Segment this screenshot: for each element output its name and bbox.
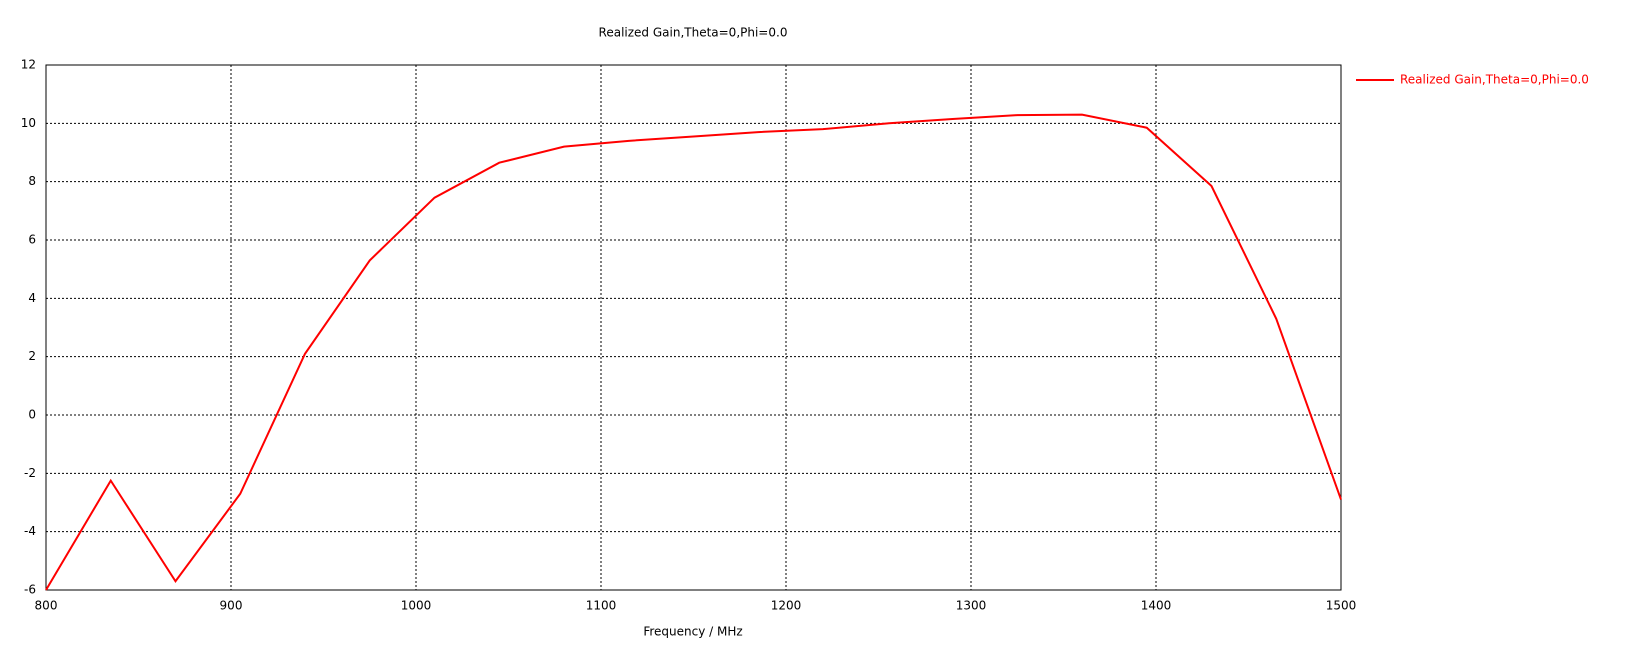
x-tick-label: 900 (220, 599, 243, 613)
x-tick-label: 1200 (771, 599, 802, 613)
y-tick-label: -4 (24, 524, 36, 538)
x-axis-label: Frequency / MHz (643, 625, 742, 639)
legend-label: Realized Gain,Theta=0,Phi=0.0 (1400, 73, 1589, 87)
plot-frame (45, 64, 1342, 591)
y-tick-label: -6 (24, 583, 36, 597)
y-tick-label: -2 (24, 466, 36, 480)
y-tick-label: 10 (21, 116, 36, 130)
x-tick-label: 1300 (956, 599, 987, 613)
x-tick-label: 1500 (1326, 599, 1357, 613)
y-tick-label: 0 (28, 408, 36, 422)
x-tick-label: 1400 (1141, 599, 1172, 613)
chart-title: Realized Gain,Theta=0,Phi=0.0 (599, 26, 788, 40)
y-tick-label: 2 (28, 349, 36, 363)
x-tick-label: 1000 (401, 599, 432, 613)
y-tick-label: 8 (28, 174, 36, 188)
y-tick-label: 12 (21, 58, 36, 72)
y-tick-label: 4 (28, 291, 36, 305)
x-tick-label: 800 (35, 599, 58, 613)
line (45, 113, 1342, 591)
y-tick-label: 6 (28, 233, 36, 247)
x-tick-label: 1100 (586, 599, 617, 613)
